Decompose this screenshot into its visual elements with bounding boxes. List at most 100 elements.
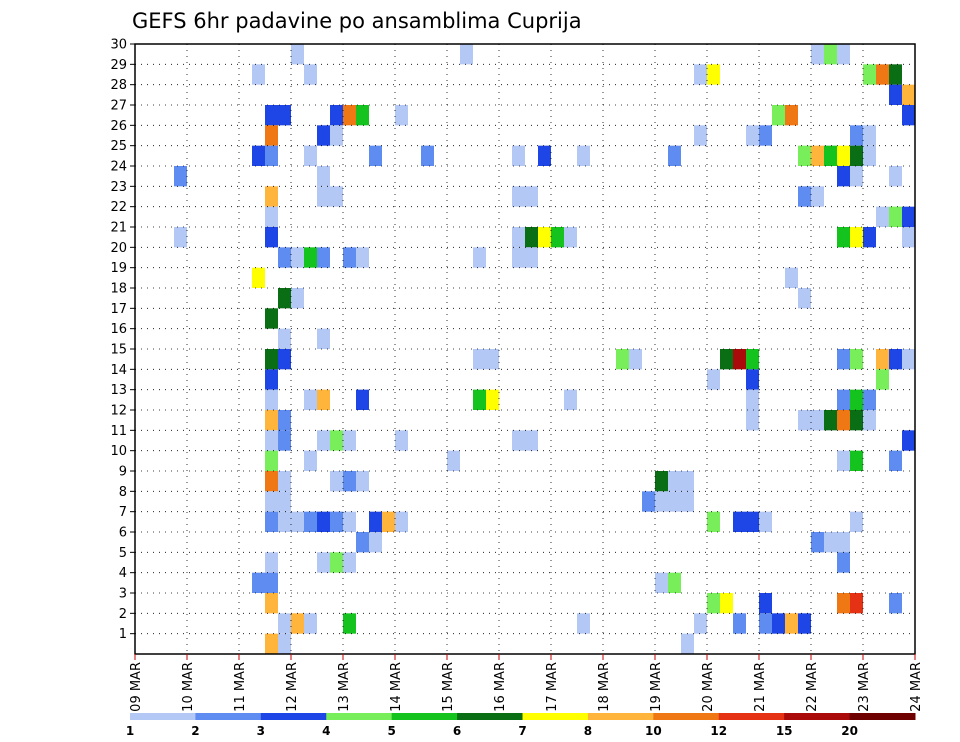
heatmap-cell [317, 328, 330, 349]
y-tick-label: 9 [119, 465, 127, 480]
y-tick-label: 7 [119, 505, 127, 520]
colorbar-label: 10 [645, 724, 662, 738]
heatmap-cell [278, 511, 291, 532]
heatmap-cell [681, 471, 694, 492]
heatmap-cell [317, 186, 330, 207]
x-tick-label: 18 MAR [597, 662, 612, 712]
heatmap-cell [265, 633, 278, 654]
heatmap-cell [330, 471, 343, 492]
x-tick-label: 10 MAR [181, 662, 196, 712]
heatmap-cell [278, 471, 291, 492]
heatmap-cell [343, 247, 356, 268]
heatmap-cell [850, 349, 863, 370]
heatmap-cell [837, 450, 850, 471]
heatmap-cell [317, 430, 330, 451]
heatmap-cell [291, 613, 304, 634]
heatmap-cell [265, 349, 278, 370]
heatmap-cell [720, 349, 733, 370]
heatmap-cell [291, 288, 304, 309]
heatmap-cell [772, 613, 785, 634]
x-tick-label: 20 MAR [701, 662, 716, 712]
heatmap-cell [538, 227, 551, 248]
heatmap-cell [343, 430, 356, 451]
heatmap-cell [265, 593, 278, 614]
colorbar-segment [522, 713, 589, 720]
heatmap-cell [707, 593, 720, 614]
heatmap-cell [876, 369, 889, 390]
y-tick-label: 4 [119, 566, 127, 581]
heatmap-cell [889, 166, 902, 187]
heatmap-cell [525, 227, 538, 248]
x-tick-label: 22 MAR [805, 662, 820, 712]
heatmap-cell [902, 227, 915, 248]
heatmap-cell [863, 145, 876, 166]
y-tick-label: 21 [110, 221, 127, 236]
heatmap-cell [304, 64, 317, 85]
heatmap-cell [343, 471, 356, 492]
heatmap-cell [577, 613, 590, 634]
heatmap-cell [668, 572, 681, 593]
heatmap-cell [317, 389, 330, 410]
heatmap-cell [863, 389, 876, 410]
heatmap-cell [811, 410, 824, 431]
heatmap-cell [291, 247, 304, 268]
heatmap-cell [811, 44, 824, 65]
heatmap-cell [876, 206, 889, 227]
heatmap-cell [265, 471, 278, 492]
heatmap-cell [512, 247, 525, 268]
heatmap-cell [395, 430, 408, 451]
x-tick-label: 13 MAR [337, 662, 352, 712]
x-tick-label: 17 MAR [545, 662, 560, 712]
heatmap-cell [265, 145, 278, 166]
heatmap-cell [304, 613, 317, 634]
heatmap-cell [733, 511, 746, 532]
heatmap-cell [317, 125, 330, 146]
heatmap-cell [616, 349, 629, 370]
heatmap-cell [265, 125, 278, 146]
colorbar-segment [457, 713, 523, 720]
chart-title: GEFS 6hr padavine po ansamblima Cuprija [132, 9, 582, 33]
heatmap-cell [525, 186, 538, 207]
y-tick-label: 18 [110, 282, 127, 297]
y-tick-label: 2 [119, 607, 127, 622]
heatmap-cell [356, 532, 369, 553]
heatmap-cell [278, 613, 291, 634]
y-tick-label: 17 [110, 302, 127, 317]
heatmap-cell [811, 532, 824, 553]
heatmap-cell [278, 430, 291, 451]
colorbar-segment [784, 713, 851, 720]
colorbar-label: 12 [710, 724, 727, 738]
heatmap-cell [330, 186, 343, 207]
heatmap-cell [837, 389, 850, 410]
heatmap-cell [746, 125, 759, 146]
y-tick-label: 27 [110, 99, 127, 114]
heatmap-cell [291, 44, 304, 65]
heatmap-cell [863, 227, 876, 248]
heatmap-cell [356, 247, 369, 268]
y-tick-label: 22 [110, 200, 127, 215]
heatmap-cell [343, 511, 356, 532]
heatmap-cell [889, 593, 902, 614]
heatmap-cell [798, 613, 811, 634]
heatmap-cell [564, 227, 577, 248]
heatmap-cell [759, 125, 772, 146]
heatmap-cell [525, 247, 538, 268]
heatmap-cell [564, 389, 577, 410]
heatmap-cell [837, 532, 850, 553]
heatmap-cell [772, 105, 785, 126]
colorbar-segment [587, 713, 654, 720]
heatmap-cell [252, 572, 265, 593]
x-tick-label: 23 MAR [857, 662, 872, 712]
heatmap-cell [694, 125, 707, 146]
heatmap-cell [278, 328, 291, 349]
heatmap-cell [824, 410, 837, 431]
heatmap-cell [850, 389, 863, 410]
y-tick-label: 3 [119, 587, 127, 602]
heatmap-cell [889, 84, 902, 105]
colorbar-segment [326, 713, 393, 720]
heatmap-cell [902, 206, 915, 227]
colorbar-label: 6 [453, 724, 461, 738]
heatmap-cell [837, 145, 850, 166]
heatmap-cell [265, 308, 278, 329]
heatmap-cell [330, 430, 343, 451]
